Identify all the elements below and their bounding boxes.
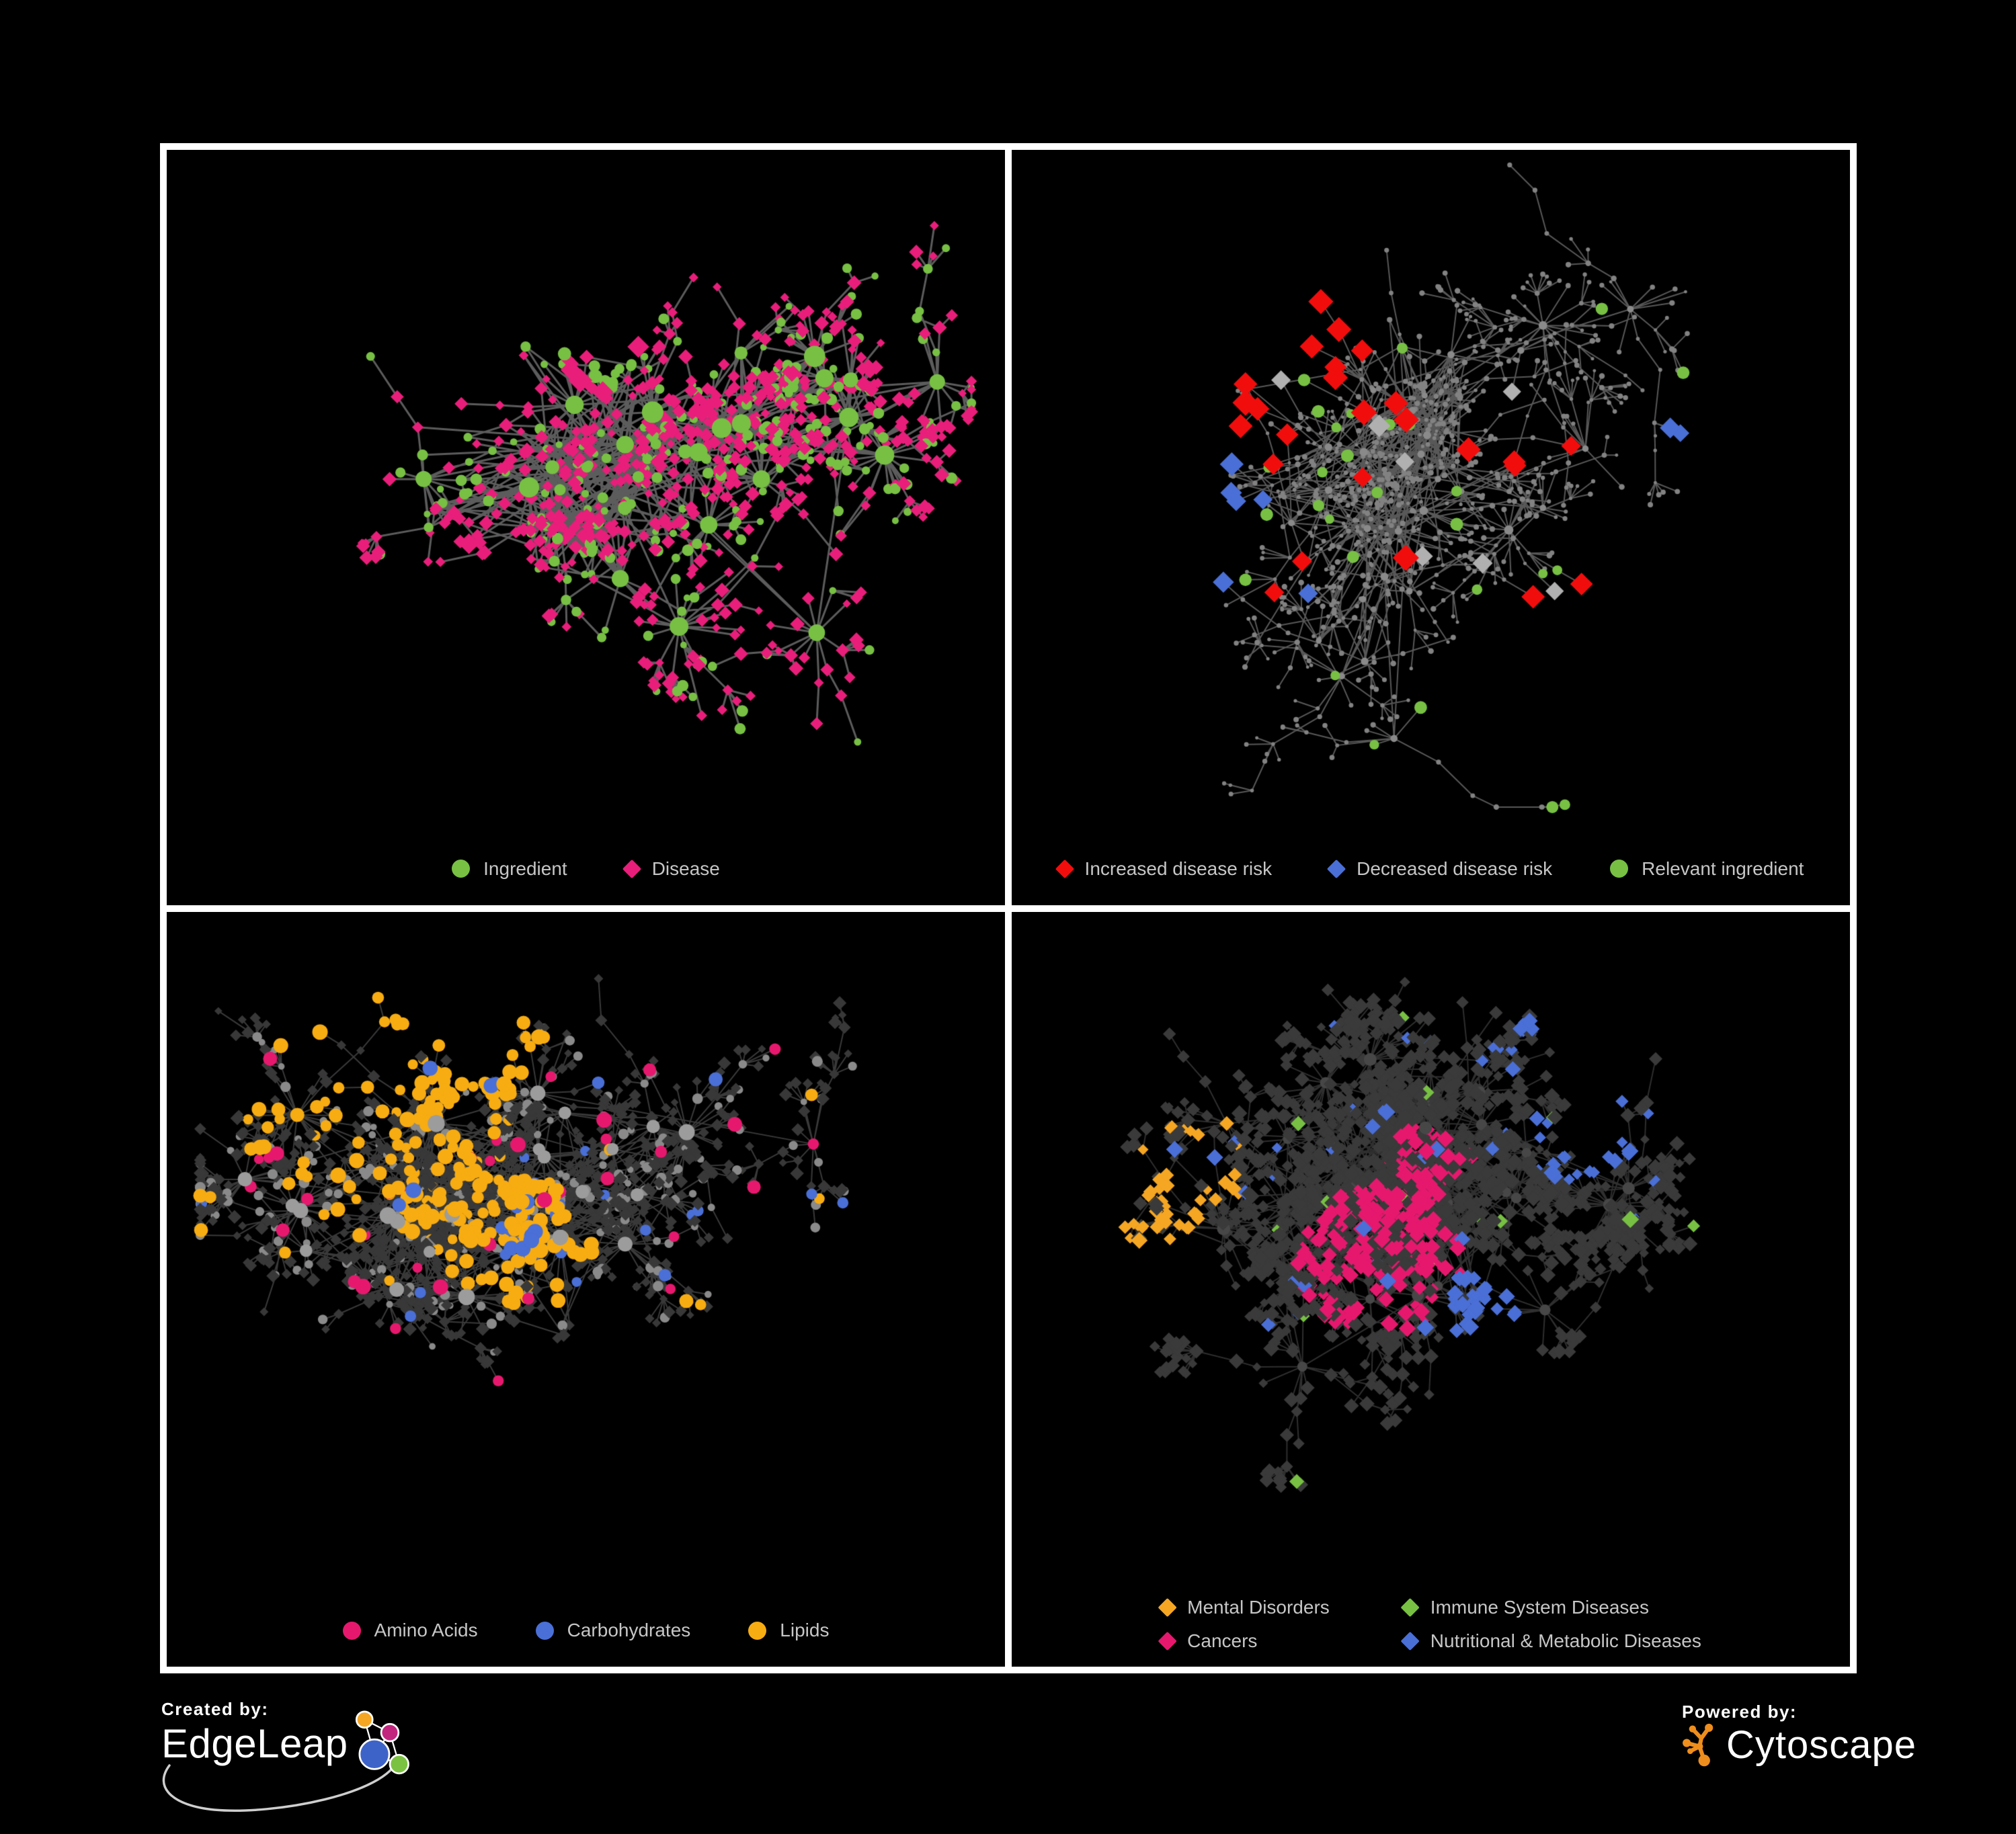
network-graph-ingredient-disease: [167, 150, 1005, 905]
panel-disease-risk: Increased disease risk Decreased disease …: [1012, 150, 1850, 905]
edgeleap-credit: Created by: EdgeLeap: [161, 1699, 413, 1812]
circle-marker: [1610, 860, 1629, 878]
legend-label: Carbohydrates: [567, 1620, 691, 1640]
diamond-marker: [1158, 1597, 1177, 1618]
legend-label: Nutritional & Metabolic Diseases: [1430, 1630, 1701, 1651]
legend-item-disease: Disease: [622, 858, 720, 880]
legend-label: Immune System Diseases: [1430, 1597, 1650, 1618]
legend-item-carbohydrates: Carbohydrates: [535, 1620, 691, 1641]
legend-item-ingredient: Ingredient: [452, 858, 567, 880]
legend-item-mental-disorders: Mental Disorders: [1158, 1597, 1330, 1618]
legend-label: Ingredient: [483, 858, 567, 879]
legend-label: Lipids: [780, 1620, 830, 1640]
legend-label: Increased disease risk: [1084, 858, 1273, 879]
panel-grid: Ingredient Disease Increased disease risk…: [160, 143, 1857, 1673]
legend-item-cancers: Cancers: [1158, 1630, 1258, 1652]
powered-by-label: Powered by:: [1682, 1702, 1798, 1722]
legend-ingredient-disease: Ingredient Disease: [167, 858, 1005, 880]
panel-macronutrients: Amino Acids Carbohydrates Lipids: [167, 911, 1005, 1667]
edgeleap-logo-icon: [355, 1710, 409, 1775]
legend-label: Disease: [651, 858, 720, 879]
diamond-marker: [1400, 1597, 1420, 1618]
cytoscape-credit: Powered by: Cytoscape: [1682, 1702, 1917, 1767]
legend-disease-classes: Mental Disorders Immune System Diseases Ca…: [1158, 1597, 1701, 1652]
panel-ingredient-disease: Ingredient Disease: [167, 150, 1005, 905]
legend-disease-risk: Increased disease risk Decreased disease …: [1012, 858, 1850, 880]
circle-marker: [748, 1621, 767, 1640]
legend-item-nutritional-metabolic-diseases: Nutritional & Metabolic Diseases: [1400, 1630, 1701, 1652]
circle-marker: [535, 1621, 554, 1640]
legend-macronutrients: Amino Acids Carbohydrates Lipids: [167, 1620, 1005, 1641]
circle-marker: [342, 1621, 361, 1640]
legend-item-lipids: Lipids: [748, 1620, 829, 1641]
edgeleap-wordmark: EdgeLeap: [161, 1721, 348, 1766]
legend-item-amino-acids: Amino Acids: [342, 1620, 478, 1641]
diamond-marker: [1400, 1631, 1420, 1651]
network-graph-macronutrients: [167, 911, 1005, 1667]
panel-disease-classes: Mental Disorders Immune System Diseases Ca…: [1012, 911, 1850, 1667]
network-graph-disease-classes: [1012, 911, 1850, 1667]
legend-item-immune-system-diseases: Immune System Diseases: [1400, 1597, 1650, 1618]
diamond-marker: [1055, 859, 1074, 878]
network-graph-disease-risk: [1012, 150, 1850, 905]
diamond-marker: [622, 859, 641, 878]
legend-label: Decreased disease risk: [1357, 858, 1553, 879]
legend-label: Relevant ingredient: [1642, 858, 1804, 879]
legend-label: Amino Acids: [374, 1620, 478, 1640]
legend-item-increased-disease-risk: Increased disease risk: [1055, 858, 1273, 880]
cytoscape-wordmark: Cytoscape: [1726, 1723, 1917, 1767]
legend-item-decreased-disease-risk: Decreased disease risk: [1326, 858, 1553, 880]
diamond-marker: [1326, 859, 1346, 878]
created-by-label: Created by:: [161, 1699, 269, 1719]
legend-label: Mental Disorders: [1187, 1597, 1330, 1618]
legend-label: Cancers: [1187, 1630, 1258, 1651]
diamond-marker: [1158, 1631, 1177, 1651]
cytoscape-logo-icon: [1683, 1723, 1713, 1766]
circle-marker: [452, 860, 471, 878]
legend-item-relevant-ingredient: Relevant ingredient: [1610, 858, 1804, 880]
